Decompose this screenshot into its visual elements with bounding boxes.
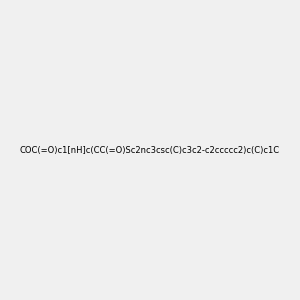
Text: COC(=O)c1[nH]c(CC(=O)Sc2nc3csc(C)c3c2-c2ccccc2)c(C)c1C: COC(=O)c1[nH]c(CC(=O)Sc2nc3csc(C)c3c2-c2… [20, 146, 280, 154]
